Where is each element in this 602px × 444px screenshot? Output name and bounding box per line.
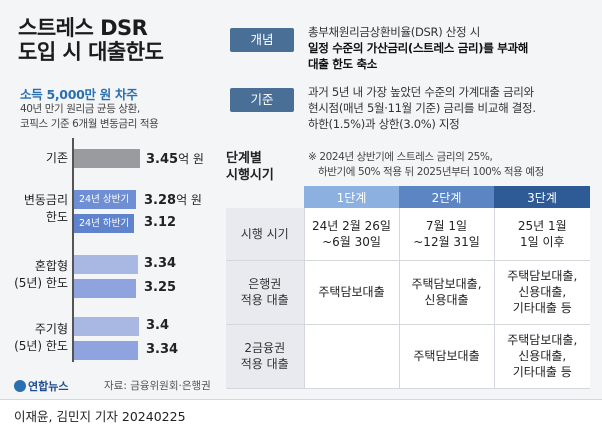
phases-header-empty bbox=[226, 186, 304, 208]
table-row: 은행권 적용 대출 주택담보대출 주택담보대출, 신용대출 주택담보대출, 신용대출,… bbox=[226, 260, 590, 325]
cell-schedule-phase-1: 24년 2월 26일 ~6월 30일 bbox=[303, 208, 399, 261]
bar-axis bbox=[72, 138, 74, 362]
phase-3-header: 3단계 bbox=[494, 186, 590, 208]
loan-conditions-line-2: 코픽스 기준 6개월 변동금리 적용 bbox=[20, 118, 159, 130]
yonhap-logo: 연합뉴스 bbox=[14, 378, 68, 394]
cell-banks-phase-3: 주택담보대출, 신용대출, 기타대출 등 bbox=[493, 260, 590, 325]
borrower-subhead: 소득 5,000만 원 차주 bbox=[20, 87, 138, 102]
row-header-secondary: 2금융권 적용 대출 bbox=[226, 324, 304, 389]
phases-title-line-1: 단계별 bbox=[226, 151, 262, 166]
title-line-1: 스트레스 DSR bbox=[18, 16, 148, 40]
row-header-schedule: 시행 시기 bbox=[226, 208, 304, 261]
category-variable-line-2: 한도 bbox=[45, 210, 68, 224]
loan-conditions-line-1: 40년 만기 원리금 균등 상환, bbox=[20, 103, 140, 115]
cell-schedule-phase-3: 25년 1월 1일 이후 bbox=[493, 208, 590, 261]
phases-table: 1단계 2단계 3단계 시행 시기 24년 2월 26일 ~6월 30일 7월 1… bbox=[226, 186, 590, 389]
value-variable-second-half: 3.12 bbox=[144, 215, 177, 230]
credit-authors: 이재윤, 김민지 기자 bbox=[14, 409, 118, 424]
phase-1-header: 1단계 bbox=[304, 186, 399, 208]
value-mixed-first-half: 3.34 bbox=[144, 256, 177, 271]
bar-mixed-second-half bbox=[74, 279, 136, 298]
concept-line-3: 대출 한도 축소 bbox=[308, 57, 378, 71]
infographic-frame: 스트레스 DSR 도입 시 대출한도 소득 5,000만 원 차주 40년 만기… bbox=[0, 0, 602, 400]
concept-line-1: 총부채원리금상환비율(DSR) 산정 시 bbox=[308, 25, 480, 39]
phases-note-line-1: ※ 2024년 상반기에 스트레스 금리의 25%, bbox=[308, 151, 493, 163]
credit-date: 20240225 bbox=[121, 409, 186, 424]
row-header-banks: 은행권 적용 대출 bbox=[226, 260, 304, 325]
cell-banks-phase-2: 주택담보대출, 신용대출 bbox=[398, 260, 494, 325]
yonhap-logo-icon bbox=[14, 380, 26, 392]
bar-mixed-first-half bbox=[74, 255, 138, 274]
cell-secondary-phase-3: 주택담보대출, 신용대출, 기타대출 등 bbox=[493, 324, 590, 389]
criteria-text: 과거 5년 내 가장 높았던 수준의 가계대출 금리와 현시점(매년 5월·11… bbox=[308, 84, 536, 132]
category-periodic-line-1: 주기형 bbox=[34, 322, 68, 336]
phases-title-line-2: 시행시기 bbox=[226, 168, 274, 183]
category-mixed-line-1: 혼합형 bbox=[34, 259, 68, 273]
bar-variable-first-half: 24년 상반기 bbox=[74, 190, 136, 209]
criteria-line-1: 과거 5년 내 가장 높았던 수준의 가계대출 금리와 bbox=[308, 85, 534, 99]
bar-periodic-first-half bbox=[74, 317, 139, 336]
value-variable-first-half: 3.28억 원 bbox=[144, 193, 202, 208]
phases-header-row: 1단계 2단계 3단계 bbox=[226, 186, 590, 208]
category-basic: 기존 bbox=[45, 151, 68, 165]
criteria-line-3: 하한(1.5%)과 상한(3.0%) 지정 bbox=[308, 117, 460, 131]
value-mixed-second-half: 3.25 bbox=[144, 280, 177, 295]
bar-variable-second-half: 24년 하반기 bbox=[74, 214, 134, 233]
table-row: 시행 시기 24년 2월 26일 ~6월 30일 7월 1일 ~12월 31일 25… bbox=[226, 208, 590, 261]
cell-banks-phase-1: 주택담보대출 bbox=[303, 260, 399, 325]
category-periodic-line-2: (5년) 한도 bbox=[14, 339, 68, 353]
cell-schedule-phase-2: 7월 1일 ~12월 31일 bbox=[398, 208, 494, 261]
cell-secondary-phase-1 bbox=[303, 324, 399, 389]
bar-periodic-second-half bbox=[74, 341, 138, 360]
logo-text: 연합뉴스 bbox=[28, 380, 69, 393]
credit-line: 이재윤, 김민지 기자 20240225 bbox=[14, 406, 186, 425]
cell-secondary-phase-2: 주택담보대출 bbox=[398, 324, 494, 389]
concept-tag: 개념 bbox=[230, 28, 294, 52]
value-periodic-second-half: 3.34 bbox=[146, 342, 179, 357]
bar-basic bbox=[74, 149, 140, 168]
concept-text: 총부채원리금상환비율(DSR) 산정 시 일정 수준의 가산금리(스트레스 금리… bbox=[308, 24, 528, 72]
concept-line-2: 일정 수준의 가산금리(스트레스 금리)를 부과해 bbox=[308, 41, 529, 55]
category-variable-line-1: 변동금리 bbox=[23, 193, 68, 207]
phases-note: ※ 2024년 상반기에 스트레스 금리의 25%, 하반기에 50% 적용 뒤… bbox=[308, 150, 544, 180]
category-periodic: 주기형 (5년) 한도 bbox=[10, 321, 68, 355]
criteria-line-2: 현시점(매년 5월·11월 기준) 금리를 비교해 결정. bbox=[308, 101, 536, 115]
footer bbox=[0, 400, 602, 444]
category-mixed-line-2: (5년) 한도 bbox=[14, 276, 68, 290]
phase-2-header: 2단계 bbox=[399, 186, 494, 208]
category-variable: 변동금리 한도 bbox=[10, 192, 68, 226]
category-mixed: 혼합형 (5년) 한도 bbox=[10, 258, 68, 292]
value-basic: 3.45억 원 bbox=[146, 152, 204, 167]
title-line-2: 도입 시 대출한도 bbox=[18, 40, 164, 64]
value-periodic-first-half: 3.4 bbox=[146, 318, 170, 333]
page-title: 스트레스 DSR 도입 시 대출한도 bbox=[18, 16, 164, 64]
criteria-tag: 기준 bbox=[230, 88, 294, 112]
loan-conditions-note: 40년 만기 원리금 균등 상환, 코픽스 기준 6개월 변동금리 적용 bbox=[20, 102, 159, 132]
phases-note-line-2: 하반기에 50% 적용 뒤 2025년부터 100% 적용 예정 bbox=[318, 166, 544, 178]
table-row: 2금융권 적용 대출 주택담보대출 주택담보대출, 신용대출, 기타대출 등 bbox=[226, 324, 590, 389]
phases-title: 단계별 시행시기 bbox=[226, 150, 274, 184]
source-note: 자료: 금융위원회·은행권 bbox=[104, 380, 211, 392]
